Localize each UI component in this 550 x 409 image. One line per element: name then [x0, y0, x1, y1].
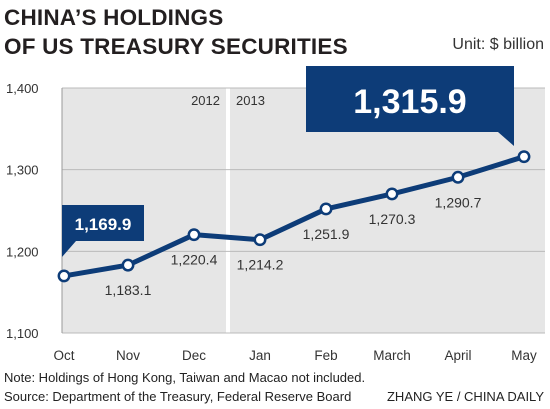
- x-tick-label: May: [511, 348, 537, 363]
- title-line-2: OF US TREASURY SECURITIES: [4, 34, 348, 59]
- data-point: [385, 187, 399, 201]
- year-label-2012: 2012: [191, 93, 220, 108]
- source-note: Source: Department of the Treasury, Fede…: [4, 389, 352, 404]
- title-line-1: CHINA’S HOLDINGS: [4, 5, 224, 30]
- y-tick-label: 1,300: [6, 163, 39, 178]
- x-tick-label: March: [373, 348, 411, 363]
- callout-end-value: 1,315.9: [353, 83, 466, 121]
- data-label: 1,220.4: [171, 252, 218, 268]
- x-tick-label: Oct: [53, 348, 74, 363]
- x-tick-label: Dec: [182, 348, 206, 363]
- data-point: [319, 202, 333, 216]
- callout-start-value: 1,169.9: [75, 215, 132, 234]
- unit-label: Unit: $ billion: [452, 36, 544, 53]
- data-label: 1,290.7: [435, 194, 482, 210]
- y-tick-label: 1,200: [6, 244, 39, 259]
- data-point: [253, 233, 267, 247]
- data-point: [57, 269, 71, 283]
- x-tick-label: Feb: [314, 348, 337, 363]
- x-tick-label: Jan: [249, 348, 271, 363]
- data-label: 1,251.9: [303, 226, 350, 242]
- callout-start-pointer: [62, 241, 76, 257]
- callout-end-box: [306, 66, 514, 132]
- chart-title: CHINA’S HOLDINGS OF US TREASURY SECURITI…: [4, 3, 348, 61]
- y-tick-label: 1,400: [6, 81, 39, 96]
- data-point: [121, 258, 135, 272]
- x-tick-label: April: [444, 348, 471, 363]
- x-tick-label: Nov: [116, 348, 140, 363]
- credit-line: ZHANG YE / CHINA DAILY: [386, 389, 544, 404]
- series-line: [61, 154, 527, 279]
- data-label: 1,270.3: [369, 211, 416, 227]
- data-label: 1,183.1: [105, 282, 152, 298]
- data-point: [187, 228, 201, 242]
- data-point: [517, 150, 531, 164]
- y-tick-label: 1,100: [6, 326, 39, 341]
- year-label-2013: 2013: [236, 93, 265, 108]
- callout-start-box: [62, 205, 144, 241]
- footnote: Note: Holdings of Hong Kong, Taiwan and …: [4, 370, 366, 385]
- data-label: 1,214.2: [237, 257, 284, 273]
- data-point: [451, 170, 465, 184]
- callout-end-pointer: [498, 132, 514, 146]
